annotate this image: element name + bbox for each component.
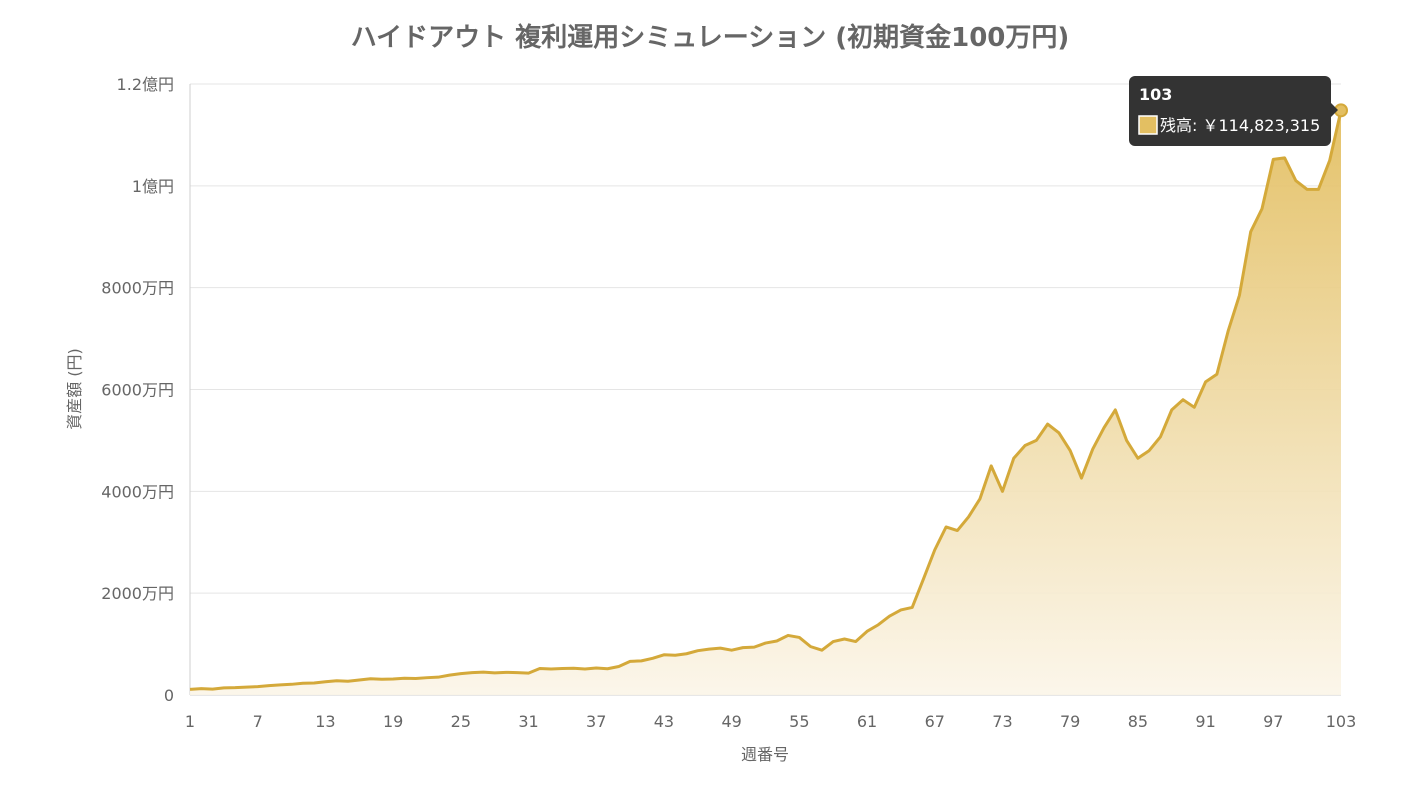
x-tick-label: 37	[586, 712, 606, 731]
x-tick-label: 7	[253, 712, 263, 731]
x-tick-label: 91	[1195, 712, 1215, 731]
tooltip-color-swatch	[1138, 115, 1158, 135]
x-axis-label: 週番号	[741, 745, 789, 764]
x-tick-label: 55	[789, 712, 809, 731]
y-tick-label: 1億円	[132, 177, 174, 196]
x-tick-label: 73	[992, 712, 1012, 731]
series-line	[189, 110, 1343, 691]
y-tick-label: 4000万円	[101, 482, 174, 501]
plot-area	[189, 103, 1348, 696]
grid-lines	[189, 83, 1341, 696]
y-tick-label: 2000万円	[101, 584, 174, 603]
x-axis-ticks: 1 7 13 19 25 31 37 43 49 55 61 67 73 79 85 91 97 103	[185, 712, 1356, 731]
x-tick-label: 103	[1326, 712, 1357, 731]
x-tick-label: 19	[383, 712, 403, 731]
chart-title: ハイドアウト 複利運用シミュレーション (初期資金100万円)	[351, 22, 1070, 53]
y-axis-ticks: 0 2000万円 4000万円 6000万円 8000万円 1億円 1.2億円	[101, 75, 174, 705]
x-tick-label: 31	[518, 712, 538, 731]
x-tick-label: 61	[857, 712, 877, 731]
tooltip-background	[1129, 76, 1331, 146]
tooltip-label: 残高: ￥114,823,315	[1160, 116, 1320, 135]
x-tick-label: 85	[1128, 712, 1148, 731]
x-tick-label: 13	[315, 712, 335, 731]
tooltip-caret	[1331, 103, 1338, 117]
y-tick-label: 8000万円	[101, 279, 174, 298]
x-tick-label: 43	[654, 712, 674, 731]
x-tick-label: 1	[185, 712, 195, 731]
y-tick-label: 1.2億円	[117, 75, 174, 94]
x-tick-label: 97	[1263, 712, 1283, 731]
tooltip-title: 103	[1139, 85, 1172, 104]
x-tick-label: 25	[451, 712, 471, 731]
y-tick-label: 6000万円	[101, 381, 174, 400]
tooltip: 103 残高: ￥114,823,315	[1129, 76, 1338, 146]
series-area-fill	[190, 110, 1341, 696]
y-tick-label: 0	[164, 686, 174, 705]
x-tick-label: 67	[925, 712, 945, 731]
x-tick-label: 49	[721, 712, 741, 731]
y-axis-label: 資産額 (円)	[65, 348, 84, 430]
x-tick-label: 79	[1060, 712, 1080, 731]
